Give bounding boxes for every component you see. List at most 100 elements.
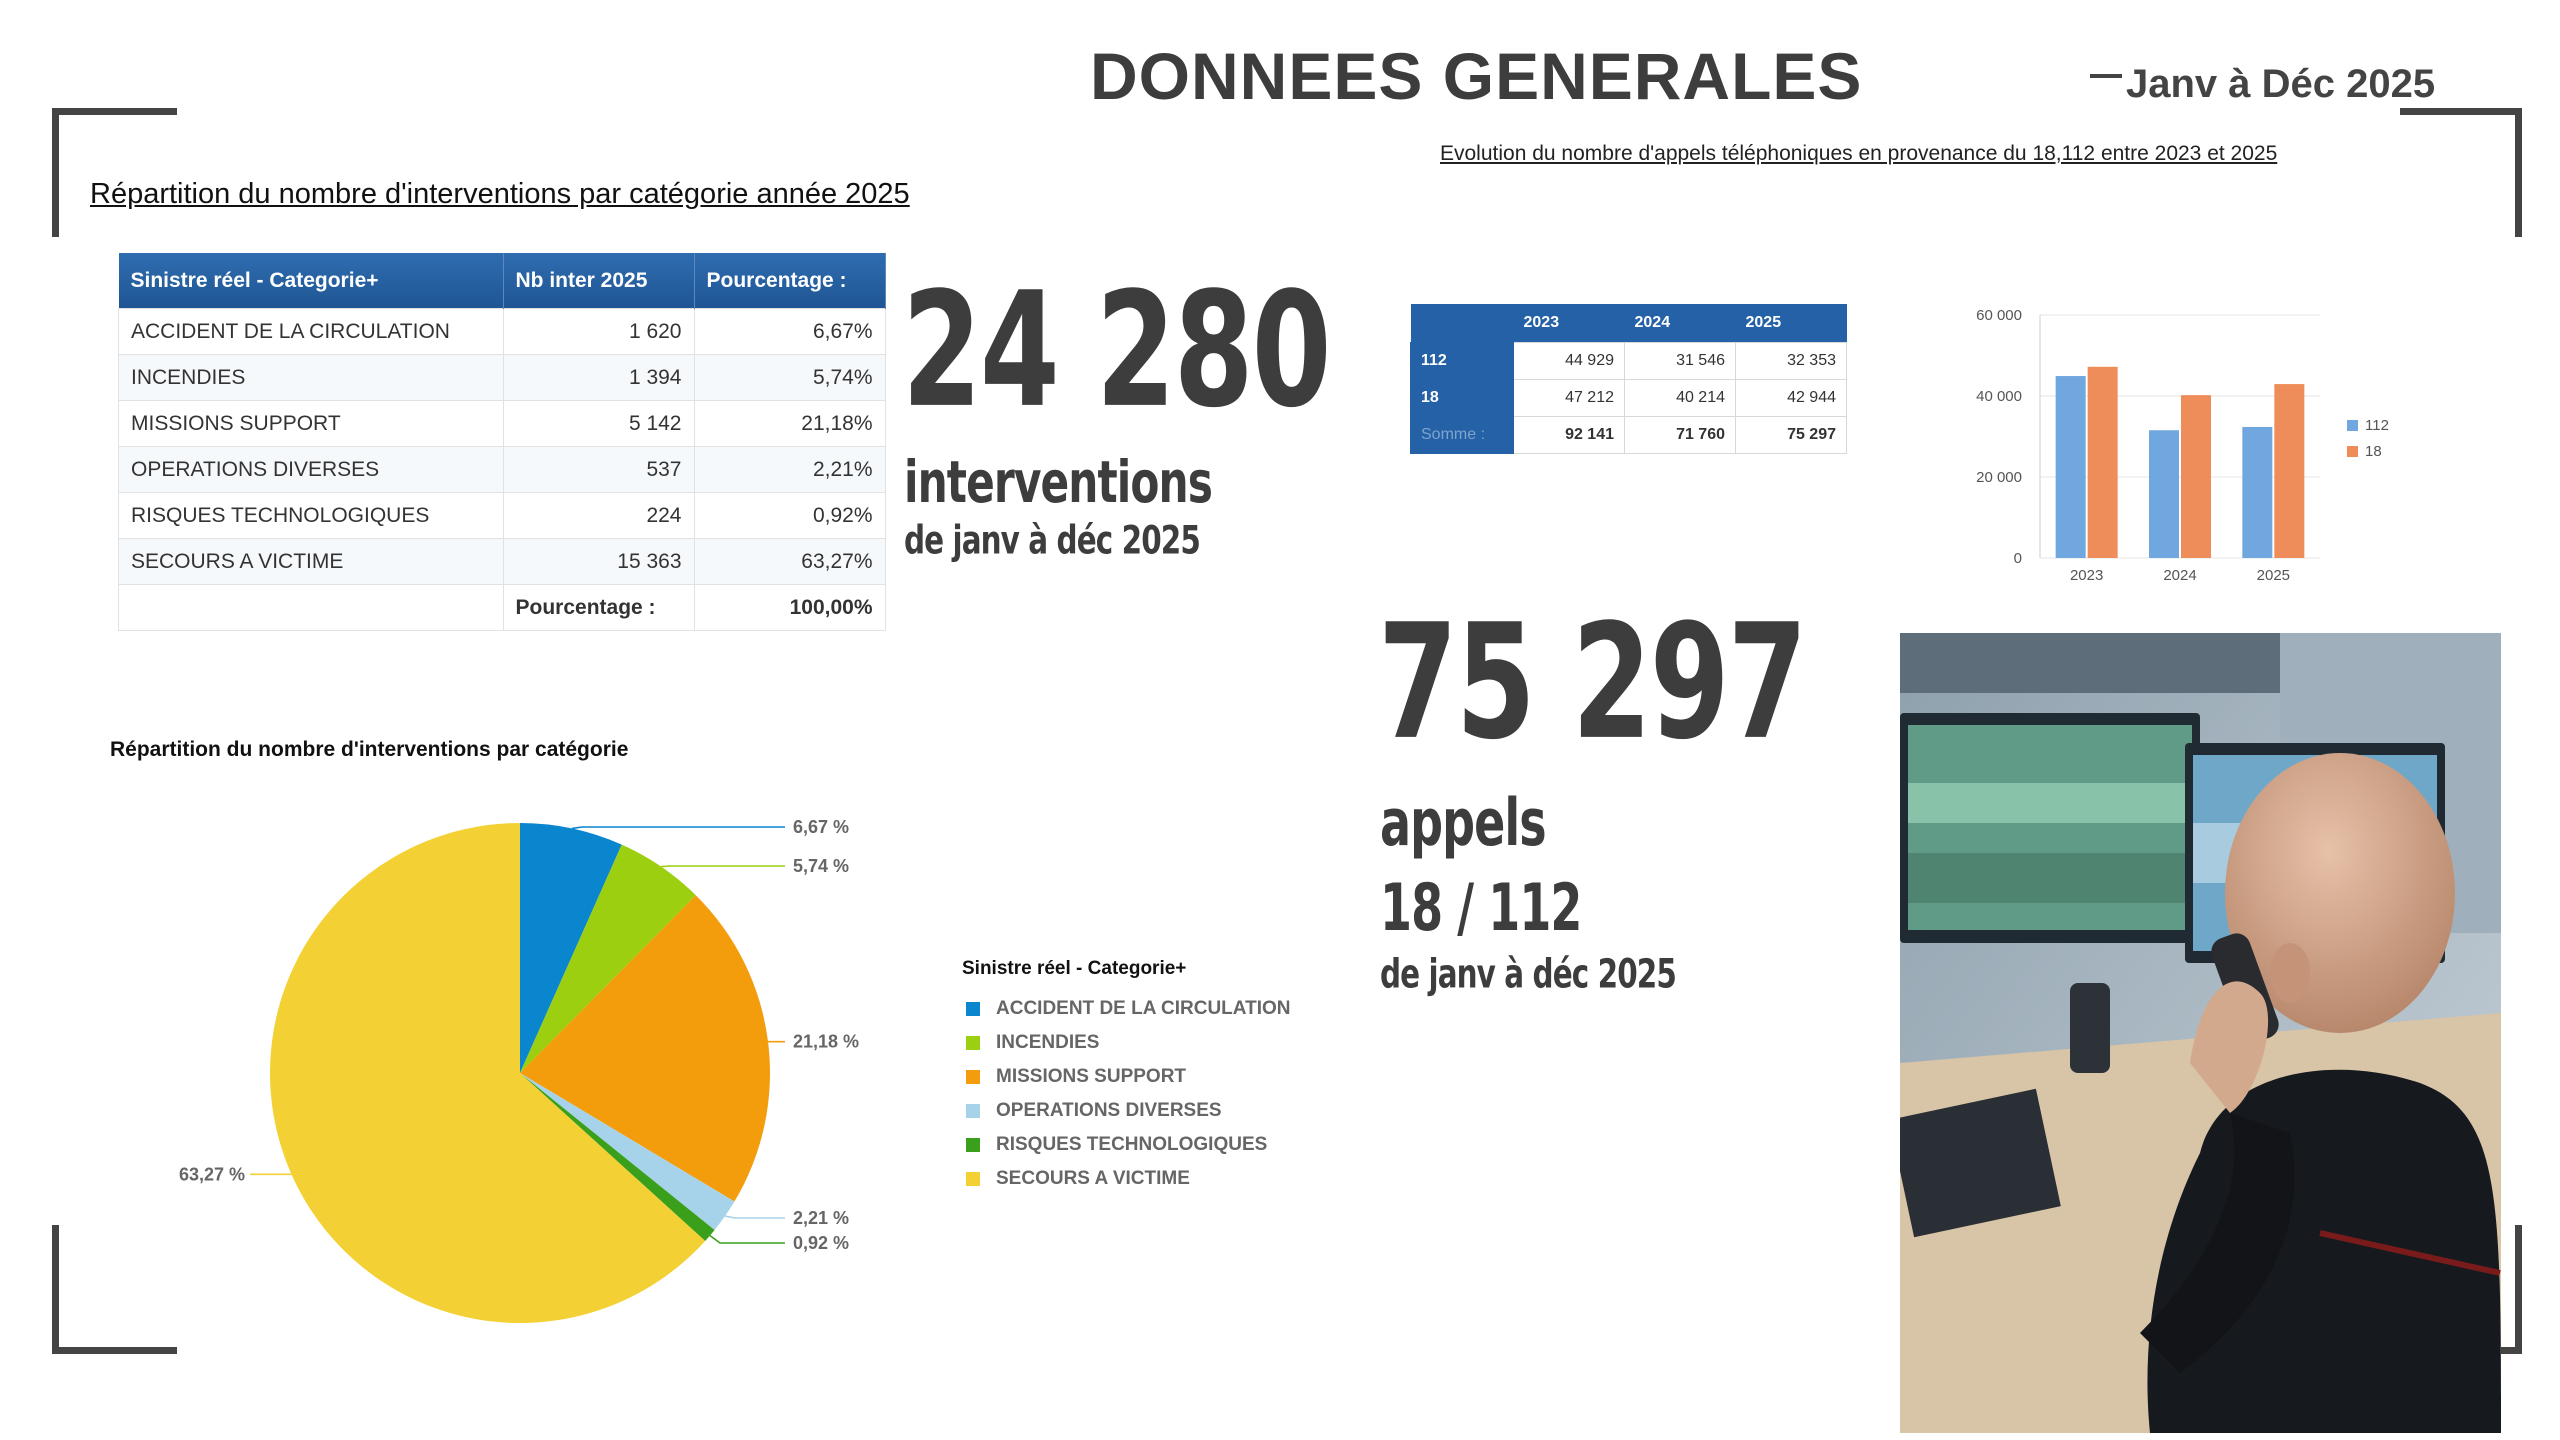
column-header: 2024: [1624, 304, 1736, 343]
legend-swatch: [2347, 420, 2358, 431]
table-cell: 71 760: [1624, 416, 1736, 454]
pie-data-label: 21,18 %: [793, 1032, 859, 1052]
calls-total: 75 297: [1378, 590, 1808, 775]
table-cell: 6,67%: [693, 308, 886, 355]
x-tick-label: 2025: [2257, 567, 2290, 584]
table-row: 112 44 929 31 546 32 353: [1410, 342, 1847, 380]
table-cell: 47 212: [1513, 379, 1625, 417]
table-row: RISQUES TECHNOLOGIQUES 224 0,92%: [118, 492, 886, 539]
legend-swatch: [966, 1070, 980, 1084]
x-tick-label: 2024: [2163, 567, 2196, 584]
calls-period: de janv à déc 2025: [1380, 950, 1677, 998]
footer-value: 100,00%: [693, 584, 886, 631]
calls-table: 2023 2024 2025 112 44 929 31 546 32 353 …: [1410, 304, 1847, 454]
period-label: Janv à Déc 2025: [2090, 62, 2435, 107]
pie-slice: [520, 823, 622, 1073]
pie-data-label: 6,67 %: [793, 817, 849, 837]
column-header: 2023: [1513, 304, 1625, 343]
table-header-row: Sinistre réel - Categorie+ Nb inter 2025…: [118, 253, 886, 309]
pie-legend-title: Sinistre réel - Categorie+: [962, 958, 1187, 979]
table-cell: 5,74%: [693, 354, 886, 401]
table-cell: INCENDIES: [118, 354, 504, 401]
table-cell: MISSIONS SUPPORT: [118, 400, 504, 447]
column-header: Sinistre réel - Categorie+: [118, 253, 504, 309]
table-cell: 42 944: [1735, 379, 1847, 417]
legend-swatch: [966, 1002, 980, 1016]
legend-label: MISSIONS SUPPORT: [996, 1066, 1187, 1087]
calls-subtitle: Evolution du nombre d'appels téléphoniqu…: [1440, 142, 2278, 165]
table-cell: 75 297: [1735, 416, 1847, 454]
pie-data-label: 2,21 %: [793, 1208, 849, 1228]
table-cell: 21,18%: [693, 400, 886, 447]
calls-bar-chart: 0 20 000 40 000 60 000 2023 2024 2025 112 18: [1976, 307, 2389, 584]
table-cell: 15 363: [502, 538, 695, 585]
legend-label: OPERATIONS DIVERSES: [996, 1100, 1222, 1121]
pie-legend: ACCIDENT DE LA CIRCULATION INCENDIES MISSI…: [966, 992, 1290, 1196]
row-header: Somme :: [1410, 416, 1514, 454]
legend-label: ACCIDENT DE LA CIRCULATION: [996, 998, 1291, 1019]
legend-label: INCENDIES: [996, 1032, 1100, 1053]
table-cell: 0,92%: [693, 492, 886, 539]
pie-slice: [270, 823, 706, 1323]
pie-data-label: 0,92 %: [793, 1233, 849, 1253]
table-footer-row: Pourcentage : 100,00%: [118, 584, 886, 631]
table-row: ACCIDENT DE LA CIRCULATION 1 620 6,67%: [118, 308, 886, 355]
table-row: SECOURS A VICTIME 15 363 63,27%: [118, 538, 886, 585]
pie-leader-line: [724, 1215, 785, 1219]
table-cell: 2,21%: [693, 446, 886, 493]
y-tick-label: 20 000: [1976, 469, 2022, 486]
legend-swatch: [966, 1036, 980, 1050]
legend-swatch: [2347, 446, 2358, 457]
legend-item: RISQUES TECHNOLOGIQUES: [966, 1128, 1290, 1162]
period-text: Janv à Déc 2025: [2126, 62, 2436, 106]
operator-illustration: [1900, 633, 2501, 1433]
legend-label: 112: [2365, 417, 2389, 434]
table-cell: 32 353: [1735, 342, 1847, 380]
interventions-label: interventions: [904, 448, 1213, 516]
pie-slice: [520, 1073, 715, 1241]
table-cell: 63,27%: [693, 538, 886, 585]
bar: [2087, 366, 2118, 558]
legend-item: ACCIDENT DE LA CIRCULATION: [966, 992, 1290, 1026]
table-row: MISSIONS SUPPORT 5 142 21,18%: [118, 400, 886, 447]
table-row: OPERATIONS DIVERSES 537 2,21%: [118, 446, 886, 493]
legend-item: MISSIONS SUPPORT: [966, 1060, 1290, 1094]
table-cell: SECOURS A VICTIME: [118, 538, 504, 585]
pie-chart-title: Répartition du nombre d'interventions pa…: [110, 738, 629, 761]
bar: [2274, 384, 2305, 558]
legend-swatch: [966, 1138, 980, 1152]
row-header: 18: [1410, 379, 1514, 417]
period-dash: [2090, 74, 2122, 79]
table-header-row: 2023 2024 2025: [1410, 304, 1847, 343]
legend-label: SECOURS A VICTIME: [996, 1168, 1190, 1189]
interventions-period: de janv à déc 2025: [904, 517, 1201, 564]
y-tick-label: 40 000: [1976, 388, 2022, 405]
operator-photo: [1900, 633, 2501, 1433]
legend-item: OPERATIONS DIVERSES: [966, 1094, 1290, 1128]
column-header: [1410, 304, 1514, 343]
pie-slice: [520, 1073, 735, 1230]
table-cell: OPERATIONS DIVERSES: [118, 446, 504, 493]
footer-label: Pourcentage :: [502, 584, 695, 631]
table-cell: 5 142: [502, 400, 695, 447]
column-header: Pourcentage :: [694, 253, 886, 309]
legend-label: RISQUES TECHNOLOGIQUES: [996, 1134, 1268, 1155]
column-header: 2025: [1735, 304, 1847, 343]
legend-swatch: [966, 1172, 980, 1186]
legend-swatch: [966, 1104, 980, 1118]
table-cell: 1 394: [502, 354, 695, 401]
pie-slice: [520, 844, 696, 1073]
pie-leader-line: [661, 865, 785, 868]
frame-corner-top-left: [52, 108, 177, 237]
table-row: INCENDIES 1 394 5,74%: [118, 354, 886, 401]
table-cell: 40 214: [1624, 379, 1736, 417]
table-cell: RISQUES TECHNOLOGIQUES: [118, 492, 504, 539]
x-tick-label: 2023: [2070, 567, 2103, 584]
table-cell: 31 546: [1624, 342, 1736, 380]
calls-label: appels: [1380, 785, 1547, 861]
table-cell: 92 141: [1513, 416, 1625, 454]
legend-label: 18: [2365, 443, 2382, 460]
table-cell: 44 929: [1513, 342, 1625, 380]
interventions-table: Sinistre réel - Categorie+ Nb inter 2025…: [118, 253, 886, 631]
table-cell: [118, 584, 504, 631]
